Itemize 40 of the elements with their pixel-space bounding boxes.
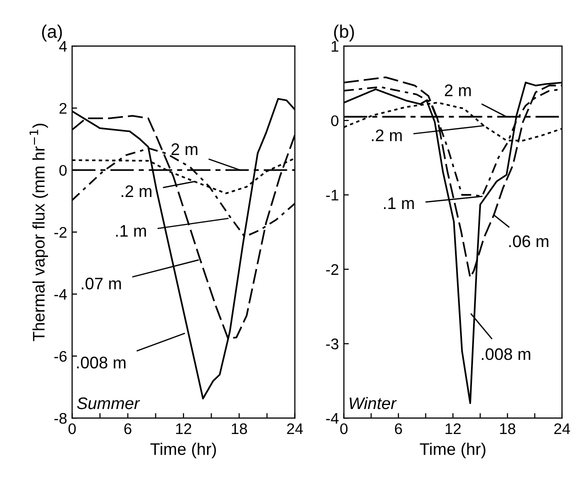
annotation: .06 m bbox=[509, 235, 548, 248]
annotation: .008 m bbox=[77, 356, 126, 368]
y-tick-label: -4 bbox=[54, 289, 67, 300]
x-tick-label: 12 bbox=[446, 423, 461, 434]
y-tick-label: -8 bbox=[54, 412, 67, 424]
x-tick-label: 12 bbox=[176, 423, 192, 434]
annotation: 2 m bbox=[444, 84, 471, 96]
y-tick-label: 0 bbox=[331, 115, 338, 126]
x-axis-title: Time (hr) bbox=[420, 442, 486, 458]
chart-title: (b) bbox=[334, 24, 354, 42]
annotation: .07 m bbox=[82, 278, 121, 290]
y-tick-label: 4 bbox=[59, 41, 67, 52]
x-tick-label: 18 bbox=[500, 423, 516, 434]
y-tick-label: -3 bbox=[326, 338, 338, 350]
annotation: .2 m bbox=[122, 185, 152, 197]
x-tick-label: 18 bbox=[232, 423, 247, 434]
annotation: .008 m bbox=[482, 348, 530, 360]
x-tick-label: 24 bbox=[287, 423, 303, 434]
annotation: Summer bbox=[77, 397, 140, 410]
y-tick-label: -2 bbox=[326, 264, 338, 275]
x-tick-label: 6 bbox=[124, 423, 132, 434]
y-tick-label: -2 bbox=[54, 226, 66, 238]
annotation: .1 m bbox=[116, 225, 146, 237]
annotation: .2 m bbox=[372, 129, 402, 142]
annotation: Winter bbox=[350, 396, 397, 410]
annotation: .1 m bbox=[384, 198, 414, 210]
y-tick-label: -1 bbox=[326, 190, 338, 200]
y-tick-label: -4 bbox=[326, 413, 339, 424]
y-tick-label: 2 bbox=[60, 102, 66, 114]
annotation: 2 m bbox=[171, 143, 198, 155]
y-axis-title: Thermal vapor flux (mm hr$^{−1}$) bbox=[30, 124, 48, 342]
y-tick-label: -6 bbox=[54, 350, 67, 362]
x-tick-label: 24 bbox=[554, 423, 570, 434]
y-tick-label: 0 bbox=[59, 164, 67, 176]
x-tick-label: 0 bbox=[68, 423, 76, 434]
x-axis-title: Time (hr) bbox=[150, 442, 216, 458]
x-tick-label: 6 bbox=[394, 423, 402, 434]
chart-title: (a) bbox=[42, 24, 62, 42]
y-tick-label: 1 bbox=[332, 41, 338, 52]
x-tick-label: 0 bbox=[340, 423, 348, 434]
